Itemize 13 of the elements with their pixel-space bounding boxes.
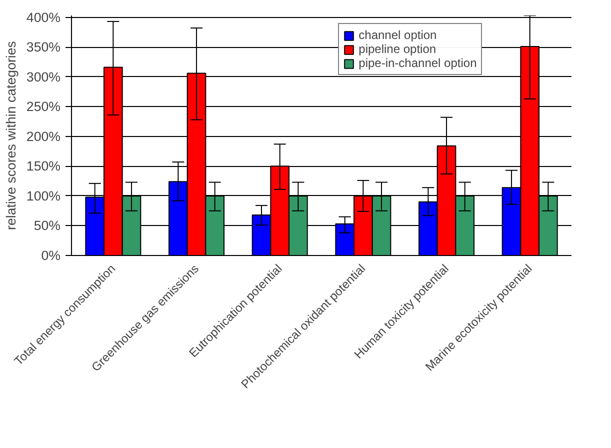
legend-label: pipeline option <box>358 42 436 56</box>
y-tick-label: 150% <box>26 158 61 174</box>
y-axis-title: relative scores within categories <box>3 40 18 230</box>
y-tick-label: 400% <box>26 10 61 25</box>
y-tick-label: 200% <box>26 128 61 144</box>
y-tick-label: 0% <box>41 248 61 263</box>
y-tick-label: 250% <box>26 99 61 114</box>
y-tick-label: 350% <box>26 40 61 55</box>
legend-label: pipe-in-channel option <box>358 56 477 70</box>
y-tick-label: 50% <box>34 218 61 234</box>
y-tick-label: 100% <box>26 188 61 204</box>
y-tick-label: 300% <box>26 69 61 84</box>
legend-label: channel option <box>358 28 437 42</box>
